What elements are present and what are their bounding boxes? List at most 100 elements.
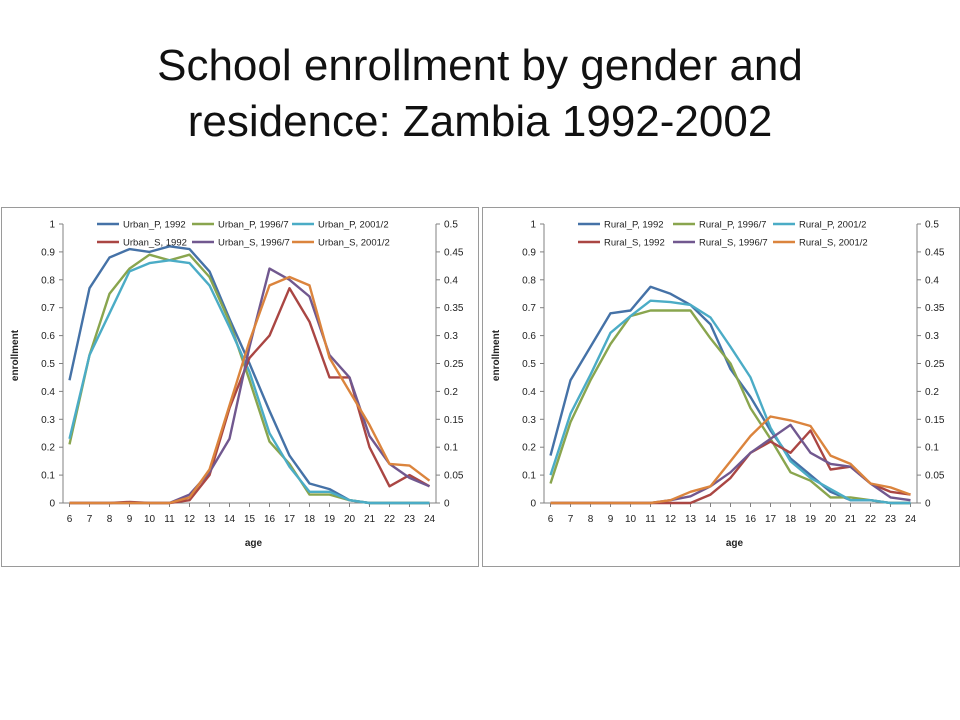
x-tick-label: 23: [404, 514, 416, 525]
y-tick-label: 0.6: [522, 331, 536, 342]
y-tick-label: 0: [49, 499, 55, 510]
y2-tick-label: 0.15: [444, 415, 464, 426]
legend-label: Urban_P, 1992: [123, 220, 186, 231]
y-tick-label: 0.4: [41, 387, 55, 398]
x-tick-label: 24: [905, 514, 917, 525]
series-line-5: [69, 267, 430, 505]
x-tick-label: 20: [825, 514, 837, 525]
x-tick-label: 7: [568, 514, 574, 525]
x-tick-label: 10: [625, 514, 637, 525]
rural-enrollment-chart: 0 0.1 0.2 0.3 0.4 0.5 0.6 0.7 0.8 0.9 1 0 0.05 0.1 0.1…: [482, 207, 960, 567]
x-tick-label: 12: [184, 514, 196, 525]
legend-label: Rural_S, 1992: [604, 238, 665, 249]
y2-tick-label: 0.45: [444, 247, 464, 258]
series-line-4: [550, 429, 911, 505]
y2-tick-label: 0: [444, 499, 450, 510]
x-tick-label: 12: [665, 514, 677, 525]
x-tick-label: 15: [244, 514, 256, 525]
x-axis-title: age: [245, 538, 263, 549]
y2-tick-label: 0.3: [925, 331, 939, 342]
y2-tick-label: 0.25: [444, 359, 464, 370]
series-line-3: [549, 299, 911, 505]
legend-label: Urban_S, 1992: [123, 238, 187, 249]
y-tick-label: 0.3: [41, 415, 55, 426]
y-tick-label: 0.8: [41, 275, 55, 286]
x-tick-label: 21: [845, 514, 857, 525]
y-axis-title: enrollment: [491, 329, 502, 381]
series-line-6: [69, 275, 431, 505]
x-tick-label: 9: [608, 514, 614, 525]
y-tick-label: 0.5: [522, 359, 536, 370]
y2-tick-label: 0.45: [925, 247, 945, 258]
slide-title-line-1: School enrollment by gender and: [157, 41, 803, 90]
x-tick-label: 18: [304, 514, 316, 525]
legend-label: Rural_P, 1996/7: [699, 220, 766, 231]
y2-tick-label: 0.4: [444, 275, 458, 286]
slide-title: School enrollment by gender and residenc…: [0, 38, 960, 150]
y-tick-label: 0.2: [41, 443, 55, 454]
legend-label: Urban_P, 1996/7: [218, 220, 289, 231]
legend-label: Urban_S, 1996/7: [218, 238, 290, 249]
series-line-5: [550, 423, 911, 505]
x-tick-label: 23: [885, 514, 897, 525]
legend-label: Rural_S, 1996/7: [699, 238, 768, 249]
x-tick-label: 17: [765, 514, 777, 525]
x-tick-label: 13: [685, 514, 697, 525]
y2-tick-label: 0.05: [925, 471, 945, 482]
y2-tick-label: 0.2: [925, 387, 939, 398]
y-tick-label: 0.3: [522, 415, 536, 426]
legend-label: Rural_P, 1992: [604, 220, 664, 231]
y-tick-label: 0.2: [522, 443, 536, 454]
series-line-4: [69, 286, 431, 505]
y-tick-label: 0.7: [41, 303, 55, 314]
series-line-6: [550, 415, 911, 505]
series-line-3: [68, 259, 430, 505]
y2-tick-label: 0.05: [444, 471, 464, 482]
y2-tick-label: 0.35: [444, 303, 464, 314]
y-tick-label: 0.8: [522, 275, 536, 286]
series-line-2: [549, 309, 911, 505]
x-tick-label: 13: [204, 514, 216, 525]
y2-tick-label: 0.4: [925, 275, 939, 286]
legend-label: Rural_P, 2001/2: [799, 220, 866, 231]
y2-tick-label: 0.1: [444, 443, 458, 454]
x-tick-label: 16: [745, 514, 757, 525]
x-tick-label: 15: [725, 514, 737, 525]
x-tick-label: 21: [364, 514, 376, 525]
y2-tick-label: 0.5: [925, 220, 939, 231]
y2-tick-label: 0.15: [925, 415, 945, 426]
x-axis-title: age: [726, 538, 744, 549]
y-tick-label: 0.9: [522, 247, 536, 258]
y2-tick-label: 0.5: [444, 220, 458, 231]
x-tick-label: 22: [384, 514, 396, 525]
legend-label: Urban_P, 2001/2: [318, 220, 389, 231]
x-tick-label: 14: [224, 514, 236, 525]
y2-tick-label: 0: [925, 499, 931, 510]
x-tick-label: 17: [284, 514, 296, 525]
y-tick-label: 1: [49, 220, 55, 231]
x-tick-label: 20: [344, 514, 356, 525]
x-tick-label: 9: [127, 514, 133, 525]
y2-tick-label: 0.35: [925, 303, 945, 314]
y-tick-label: 0.6: [41, 331, 55, 342]
x-tick-label: 19: [324, 514, 336, 525]
slide-title-line-2: residence: Zambia 1992-2002: [187, 97, 773, 146]
y-tick-label: 0.1: [41, 471, 55, 482]
rural-chart-svg: 00.10.20.30.40.50.60.70.80.9100.050.10.1…: [491, 220, 945, 550]
y2-tick-label: 0.2: [444, 387, 458, 398]
y-tick-label: 1: [530, 220, 536, 231]
x-tick-label: 18: [785, 514, 797, 525]
y2-tick-label: 0.25: [925, 359, 945, 370]
y-tick-label: 0.7: [522, 303, 536, 314]
urban-chart-svg: 0 0.1 0.2 0.3 0.4 0.5 0.6 0.7 0.8 0.9 1 0 0.05 0.1 0.1…: [10, 220, 464, 550]
y2-tick-label: 0.3: [444, 331, 458, 342]
x-tick-label: 8: [107, 514, 113, 525]
legend-label: Urban_S, 2001/2: [318, 238, 390, 249]
x-tick-label: 16: [264, 514, 276, 525]
x-tick-label: 14: [705, 514, 717, 525]
y-tick-label: 0.9: [41, 247, 55, 258]
x-tick-label: 11: [645, 514, 656, 525]
x-tick-label: 11: [164, 514, 175, 525]
x-tick-label: 6: [67, 514, 73, 525]
x-tick-label: 22: [865, 514, 877, 525]
